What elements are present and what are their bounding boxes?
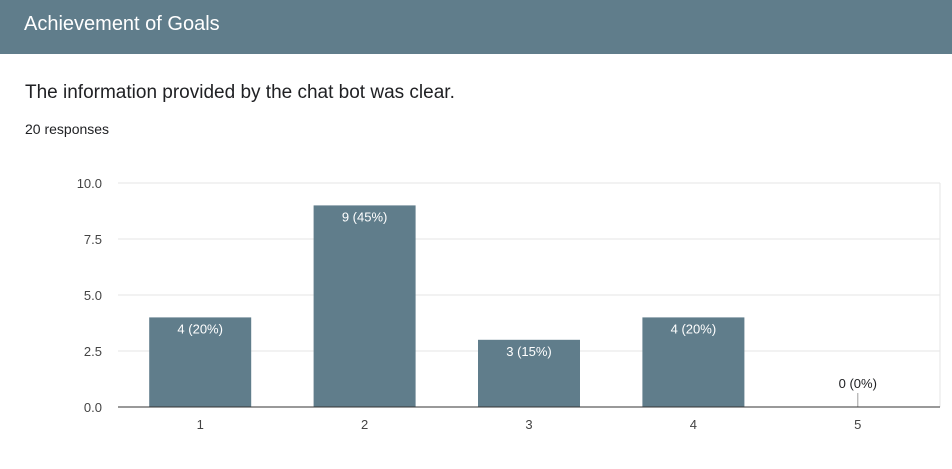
y-tick-label: 0.0 [84, 400, 102, 415]
x-tick-label: 1 [197, 417, 204, 432]
bar-data-label: 9 (45%) [342, 209, 388, 224]
section-header: Achievement of Goals [0, 0, 952, 54]
bar [642, 317, 745, 407]
response-count: 20 responses [25, 121, 110, 137]
bars: 4 (20%) 9 (45%) 3 (15%) 4 (20%) 0 (0%) [149, 205, 877, 407]
x-axis-ticks: 1 2 3 4 5 [197, 417, 862, 432]
x-tick-label: 3 [525, 417, 532, 432]
section-title: Achievement of Goals [24, 13, 220, 35]
bar-data-label: 0 (0%) [839, 376, 877, 391]
bar-data-label: 4 (20%) [177, 321, 223, 336]
y-tick-label: 10.0 [77, 176, 102, 191]
x-tick-label: 4 [690, 417, 697, 432]
x-tick-label: 5 [854, 417, 861, 432]
bar-data-label: 4 (20%) [671, 321, 717, 336]
y-tick-label: 7.5 [84, 232, 102, 247]
x-tick-label: 2 [361, 417, 368, 432]
bar [478, 339, 580, 407]
y-tick-label: 2.5 [84, 344, 102, 359]
bar-data-label: 3 (15%) [506, 344, 552, 359]
y-axis-ticks: 0.0 2.5 5.0 7.5 10.0 [77, 176, 102, 415]
y-tick-label: 5.0 [84, 288, 102, 303]
question-title: The information provided by the chat bot… [25, 82, 455, 103]
bar [313, 205, 416, 407]
bar [149, 317, 252, 407]
